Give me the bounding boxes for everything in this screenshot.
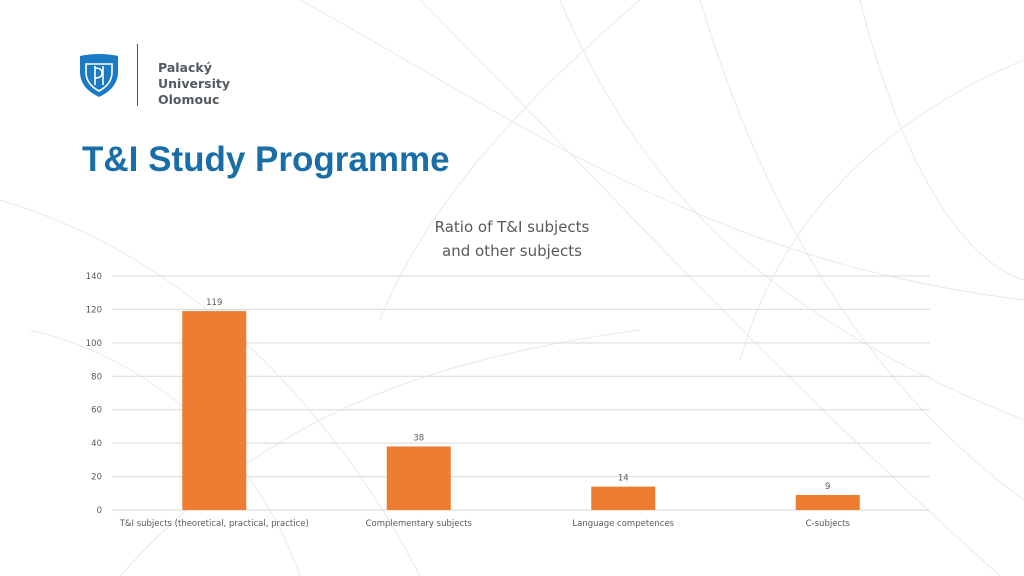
- chart-title: Ratio of T&I subjects and other subjects: [362, 215, 662, 263]
- bar: [386, 446, 451, 510]
- logo-line-2: Olomouc: [158, 92, 220, 107]
- y-tick-label: 0: [97, 506, 102, 516]
- y-tick-label: 80: [91, 372, 102, 382]
- bar: [795, 494, 860, 510]
- university-logo: Palacký University Olomouc: [78, 44, 278, 108]
- y-tick-label: 140: [86, 272, 102, 282]
- logo-line-1: Palacký University: [158, 60, 230, 91]
- x-category-label: T&I subjects (theoretical, practical, pr…: [119, 519, 309, 529]
- shield-emblem-icon: [80, 54, 118, 97]
- data-label: 38: [413, 433, 424, 443]
- logo-wordmark: Palacký University Olomouc: [158, 60, 278, 108]
- x-category-label: Complementary subjects: [366, 519, 473, 529]
- y-tick-label: 40: [91, 439, 102, 449]
- data-label: 119: [206, 298, 222, 308]
- chart-title-line-2: and other subjects: [442, 242, 582, 260]
- y-tick-label: 60: [91, 406, 102, 416]
- data-label: 9: [825, 482, 830, 492]
- bar: [591, 486, 656, 510]
- page-title: T&I Study Programme: [82, 140, 450, 179]
- chart-title-line-1: Ratio of T&I subjects: [434, 218, 590, 236]
- x-category-label: Language competences: [572, 519, 674, 529]
- data-label: 14: [618, 474, 629, 484]
- y-tick-label: 20: [91, 473, 102, 483]
- logo-divider: [137, 44, 138, 106]
- y-tick-label: 100: [86, 339, 102, 349]
- y-tick-label: 120: [86, 305, 102, 315]
- x-category-label: C-subjects: [806, 519, 851, 529]
- bar: [182, 311, 247, 510]
